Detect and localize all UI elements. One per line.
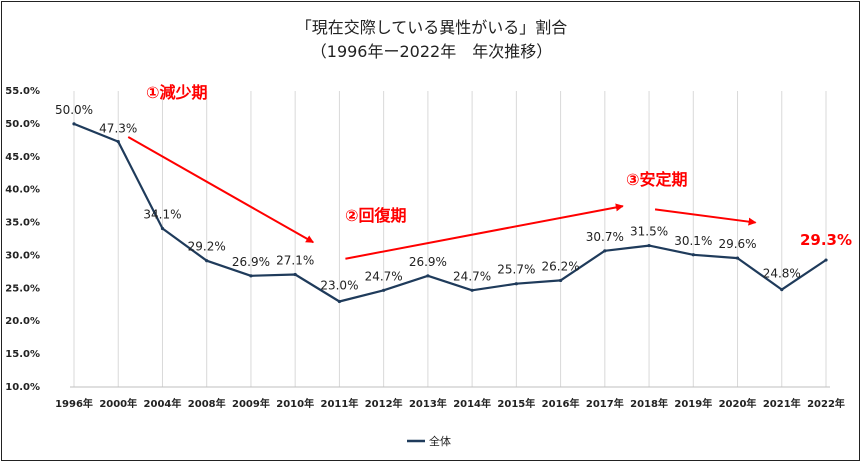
x-tick-label: 2008年 xyxy=(188,397,226,410)
data-label: 24.8% xyxy=(763,267,801,281)
data-label: 26.9% xyxy=(232,255,270,269)
data-label: 23.0% xyxy=(320,278,358,292)
y-tick-label: 15.0% xyxy=(5,349,40,360)
data-point xyxy=(72,122,76,126)
x-tick-label: 2019年 xyxy=(674,397,712,410)
y-tick-label: 40.0% xyxy=(5,185,40,196)
data-point xyxy=(205,259,209,263)
data-point xyxy=(426,274,430,278)
x-tick-label: 2020年 xyxy=(719,397,757,410)
chart-title: 「現在交際している異性がいる」割合 xyxy=(295,18,568,37)
data-label: 24.7% xyxy=(365,269,403,283)
data-label: 47.3% xyxy=(99,122,137,136)
x-tick-label: 2011年 xyxy=(320,397,358,410)
data-labels: 50.0% 47.3% 34.1% 29.2% 26.9% 27.1% 23.0% 24.7%… xyxy=(55,103,852,293)
data-point xyxy=(514,282,518,286)
x-tick-label: 2013年 xyxy=(409,397,447,410)
y-tick-label: 35.0% xyxy=(5,218,40,229)
x-tick-label: 2009年 xyxy=(232,397,270,410)
series-zentai xyxy=(73,122,827,303)
annotation-arrow xyxy=(654,208,757,226)
annotation-label: ①減少期 xyxy=(146,83,208,102)
annotation-label: ②回復期 xyxy=(345,206,407,225)
data-label: 27.1% xyxy=(276,254,314,268)
data-point xyxy=(780,288,784,292)
data-label: 31.5% xyxy=(630,225,668,239)
x-tick-label: 2015年 xyxy=(497,397,535,410)
legend-label: 全体 xyxy=(429,434,451,448)
data-point xyxy=(293,272,297,277)
x-tick-label: 2010年 xyxy=(276,397,314,410)
data-label: 30.1% xyxy=(674,234,712,248)
x-tick-label: 2012年 xyxy=(365,397,403,410)
data-label: 30.7% xyxy=(586,230,624,244)
x-axis-ticks: 1996年 2000年 2004年 2008年 2009年 2010年 2011年 2012年… xyxy=(55,397,845,410)
data-points xyxy=(72,122,828,304)
data-point xyxy=(735,256,740,260)
x-tick-label: 2016年 xyxy=(542,397,580,410)
annotation-arrow xyxy=(127,136,315,244)
data-point xyxy=(691,253,695,257)
x-tick-label: 2014年 xyxy=(453,397,491,410)
chart-subtitle: （1996年ー2022年 年次推移） xyxy=(310,42,553,61)
data-label: 29.2% xyxy=(188,240,226,254)
data-point xyxy=(603,249,607,253)
data-label: 29.6% xyxy=(718,237,756,251)
data-point xyxy=(160,226,165,231)
annotation-label: ③安定期 xyxy=(626,170,688,189)
y-tick-label: 25.0% xyxy=(5,283,40,294)
data-point xyxy=(647,243,651,248)
data-label: 26.9% xyxy=(409,255,447,269)
x-tick-label: 2004年 xyxy=(144,397,182,410)
data-label: 34.1% xyxy=(143,207,181,221)
data-point xyxy=(249,274,253,278)
x-tick-label: 2022年 xyxy=(807,397,845,410)
data-point xyxy=(382,288,386,292)
series-line xyxy=(73,122,827,303)
data-point xyxy=(116,140,120,144)
y-tick-label: 30.0% xyxy=(5,250,40,261)
data-label: 50.0% xyxy=(55,103,93,117)
y-axis-ticks: 10.0% 15.0% 20.0% 25.0% 30.0% 35.0% 40.0% 45.0%… xyxy=(5,86,40,393)
data-point xyxy=(824,258,828,262)
y-tick-label: 50.0% xyxy=(5,119,40,130)
annotations: ①減少期 ②回復期 ③安定期 xyxy=(127,83,757,260)
data-point xyxy=(470,288,474,292)
data-label: 26.2% xyxy=(542,259,580,273)
x-tick-label: 2021年 xyxy=(763,397,801,410)
x-tick-label: 2017年 xyxy=(586,397,624,410)
y-tick-label: 10.0% xyxy=(5,382,40,393)
y-tick-label: 55.0% xyxy=(5,86,40,97)
data-point xyxy=(337,299,342,304)
legend: 全体 xyxy=(407,434,451,448)
data-label: 24.7% xyxy=(453,269,491,283)
x-tick-label: 2000年 xyxy=(99,397,137,410)
grid-lines xyxy=(70,91,830,388)
y-tick-label: 45.0% xyxy=(5,152,40,163)
data-point xyxy=(558,278,563,283)
data-label: 25.7% xyxy=(497,263,535,277)
data-label: 29.3% xyxy=(800,231,852,249)
annotation-arrow xyxy=(345,203,624,260)
y-tick-label: 20.0% xyxy=(5,316,40,327)
x-tick-label: 2018年 xyxy=(630,397,668,410)
x-tick-label: 1996年 xyxy=(55,397,93,410)
